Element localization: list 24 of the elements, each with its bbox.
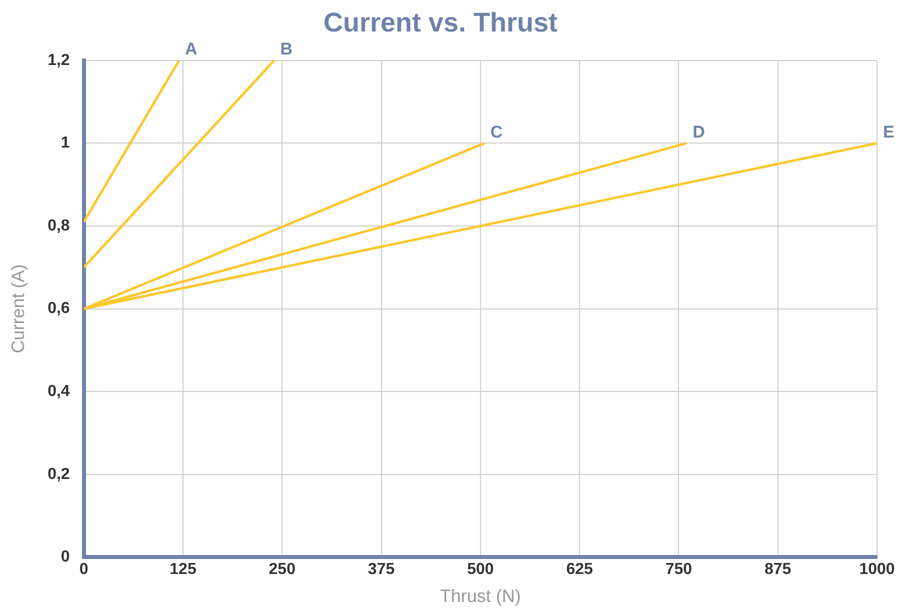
y-axis-title: Current (A) [8,264,28,354]
x-tick-label: 625 [566,561,594,578]
x-tick-label: 125 [170,561,196,578]
y-tick-label: 1,2 [48,52,70,69]
series-label: B [280,40,292,59]
x-tick-label: 875 [764,561,792,578]
x-axis-title: Thrust (N) [440,586,521,606]
y-tick-label: 0,2 [48,466,70,483]
chart-title: Current vs. Thrust [323,8,558,38]
x-tick-label: 750 [665,561,692,578]
x-tick-label: 375 [368,561,395,578]
x-tick-label: 1000 [859,561,895,578]
y-tick-label: 1 [60,134,70,152]
y-tick-label: 0,8 [48,217,70,234]
y-tick-label: 0,6 [48,300,70,318]
y-tick-label: 0 [60,548,70,566]
series-label: D [692,122,705,142]
x-tick-label: 250 [268,561,296,578]
y-tick-label: 0,4 [48,383,70,400]
series-label: A [185,40,198,59]
x-tick-label: 500 [467,561,494,578]
series-label: E [883,122,894,142]
series-label: C [490,122,503,142]
x-tick-label: 0 [79,561,88,578]
